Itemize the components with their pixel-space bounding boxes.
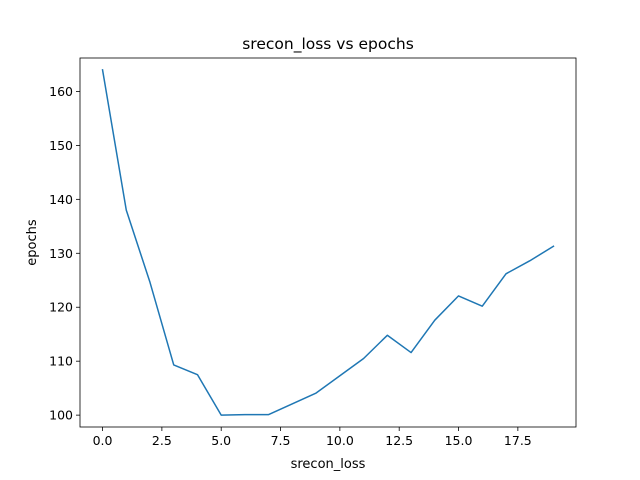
plot-frame [79,57,577,428]
plot-area [80,58,576,427]
x-tick-label: 7.5 [271,433,291,448]
x-axis-label: srecon_loss [291,457,366,472]
x-tick-label: 5.0 [211,433,231,448]
x-tick-label: 0.0 [93,433,113,448]
y-tick-label: 140 [49,192,73,207]
x-tick-label: 17.5 [504,433,532,448]
y-axis-label: epochs [25,219,40,266]
y-tick-label: 100 [49,408,73,423]
series-lines [101,69,555,416]
y-tick-label: 120 [49,300,73,315]
y-axis-ticks: 100 110 120 130 140 150 160 [49,84,80,423]
y-tick-label: 130 [49,246,73,261]
series-line-0 [101,69,555,416]
y-tick-label: 110 [49,354,73,369]
chart-title: srecon_loss vs epochs [242,35,414,54]
x-tick-label: 15.0 [445,433,473,448]
x-tick-label: 2.5 [152,433,172,448]
x-axis-ticks: 0.0 2.5 5.0 7.5 10.0 12.5 15.0 17.5 [93,427,532,448]
x-tick-label: 12.5 [385,433,413,448]
x-tick-label: 10.0 [326,433,354,448]
y-tick-label: 160 [49,84,73,99]
y-tick-label: 150 [49,138,73,153]
